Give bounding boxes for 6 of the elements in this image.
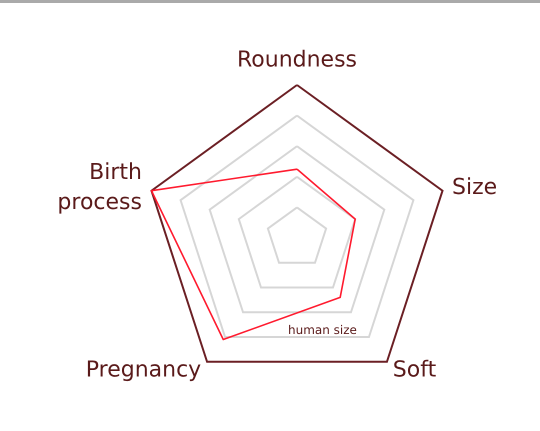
spoke-label: Soft xyxy=(392,357,437,382)
spoke-label: Birth process xyxy=(57,160,142,216)
series-label: human size xyxy=(288,323,357,337)
spoke-label: Roundness xyxy=(236,48,358,72)
spoke-label: Size xyxy=(452,175,498,200)
spoke-label: Pregnancy xyxy=(86,357,202,382)
